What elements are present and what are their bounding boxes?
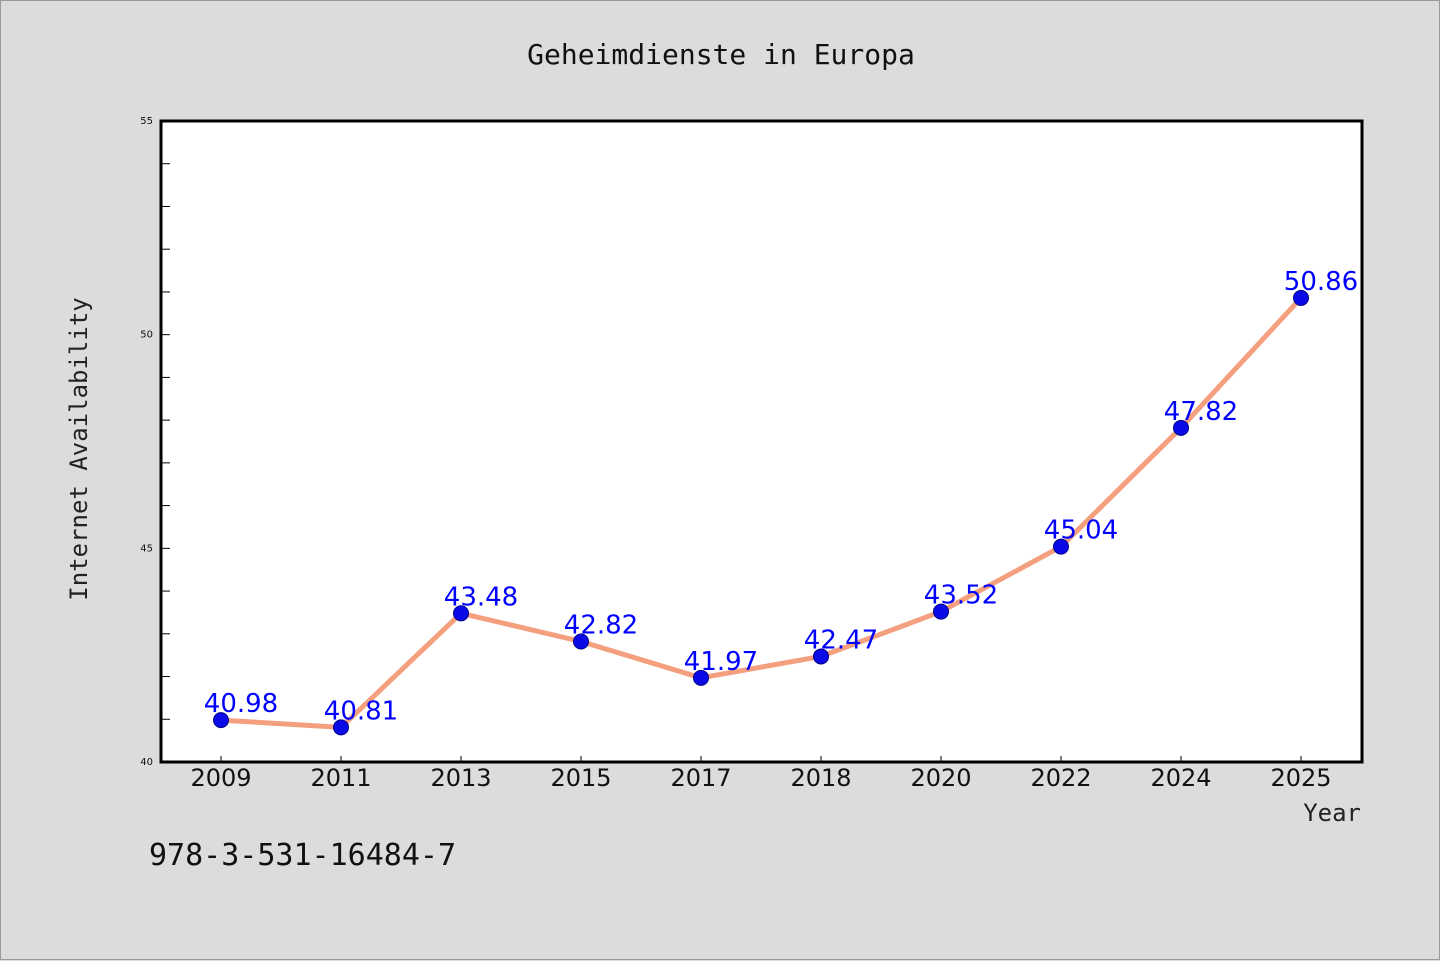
data-label: 41.97 [684,647,758,677]
y-tick-label: 40 [140,757,153,768]
data-label: 43.48 [444,582,518,612]
x-tick-label: 2013 [430,764,491,792]
data-point [813,648,829,665]
data-point [693,669,709,686]
data-point [573,633,589,650]
data-label: 40.81 [324,696,398,726]
x-tick-label: 2009 [190,764,251,792]
y-axis: 40 45 50 55 [140,116,170,768]
data-label: 43.52 [924,581,998,611]
data-label-group: 40.98 40.81 43.48 42.82 41.97 42.47 43.52 45.04… [204,267,1358,726]
x-tick-label: 2015 [550,764,611,792]
x-tick-label: 2020 [910,764,971,792]
series-group [213,289,1309,736]
data-point [453,605,469,622]
y-tick-label: 45 [140,543,153,554]
data-point [1293,289,1309,306]
data-label: 40.98 [204,689,278,719]
data-point [933,603,949,620]
data-label: 42.82 [564,610,638,640]
y-tick-label: 50 [140,330,153,341]
data-label: 45.04 [1044,516,1118,546]
x-tick-label: 2024 [1150,764,1211,792]
data-point [333,719,349,736]
data-label: 42.47 [804,625,878,655]
x-tick-label: 2018 [790,764,851,792]
data-label: 47.82 [1164,397,1238,427]
data-label: 50.86 [1284,267,1358,297]
data-point [213,712,229,729]
isbn-text: 978-3-531-16484-7 [149,838,456,873]
x-axis: 2009 2011 2013 2015 2017 2018 2020 2022 2024 2025 [190,756,1332,792]
data-point [1173,419,1189,436]
x-tick-label: 2017 [670,764,731,792]
plot-area [159,119,1364,764]
x-tick-label: 2011 [310,764,371,792]
series-line [218,295,1304,730]
x-axis-label: Year [1303,799,1361,827]
data-point [1053,538,1069,555]
x-tick-label: 2022 [1030,764,1091,792]
x-tick-label: 2025 [1270,764,1331,792]
y-axis-label: Internet Availability [65,297,93,600]
y-tick-label: 55 [140,116,153,127]
chart-title: Geheimdienste in Europa [527,38,915,71]
